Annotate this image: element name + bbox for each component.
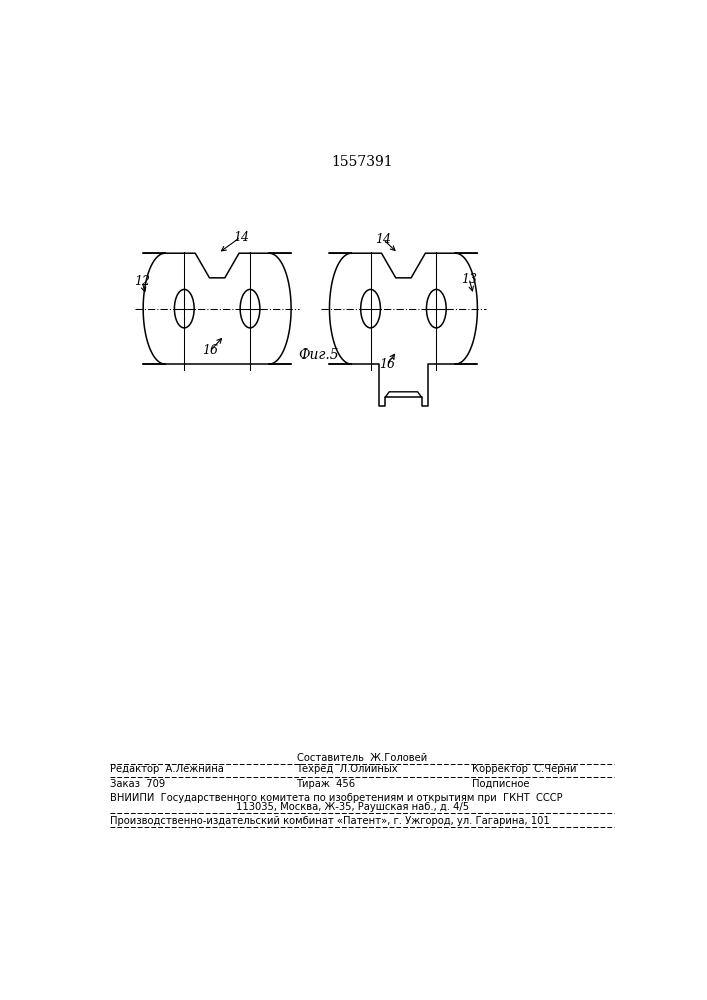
Text: Производственно-издательский комбинат «Патент», г. Ужгород, ул. Гагарина, 101: Производственно-издательский комбинат «П… (110, 816, 550, 826)
Text: 16: 16 (379, 358, 395, 371)
Text: 16: 16 (202, 344, 218, 358)
Text: 13: 13 (461, 273, 477, 286)
Text: Корректор  С.Черни: Корректор С.Черни (472, 764, 576, 774)
Text: Составитель  Ж.Головей: Составитель Ж.Головей (297, 753, 428, 763)
Text: ВНИИПИ  Государственного комитета по изобретениям и открытиям при  ГКНТ  СССР: ВНИИПИ Государственного комитета по изоб… (110, 793, 563, 803)
Text: Фиг.5: Фиг.5 (298, 348, 339, 362)
Text: Редактор  А.Лежнина: Редактор А.Лежнина (110, 764, 224, 774)
Text: Тираж  456: Тираж 456 (297, 779, 356, 789)
Text: Подписное: Подписное (472, 779, 530, 789)
Text: 1557391: 1557391 (332, 155, 393, 169)
Text: 113035, Москва, Ж-35, Раушская наб., д. 4/5: 113035, Москва, Ж-35, Раушская наб., д. … (236, 802, 469, 812)
Text: Техред  Л.Олийных: Техред Л.Олийных (297, 764, 398, 774)
Text: 12: 12 (134, 275, 150, 288)
Text: 14: 14 (375, 233, 391, 246)
Text: Заказ  709: Заказ 709 (110, 779, 165, 789)
Text: 14: 14 (233, 231, 249, 244)
